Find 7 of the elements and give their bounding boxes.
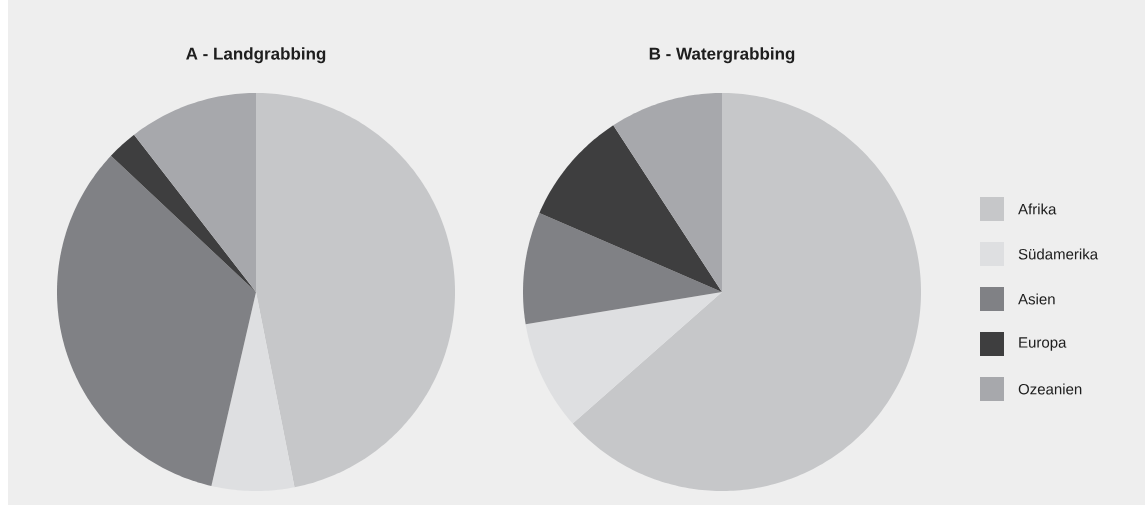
chart-title: A - Landgrabbing xyxy=(186,47,326,64)
legend-label: Südamerika xyxy=(1018,248,1099,260)
chart-title: B - Watergrabbing xyxy=(649,47,795,64)
legend-label: Europa xyxy=(1019,337,1067,351)
legend-label: Asien xyxy=(1018,293,1055,305)
legend-label: Ozeanien xyxy=(1018,383,1082,395)
legend-label: Afrika xyxy=(1018,203,1057,215)
